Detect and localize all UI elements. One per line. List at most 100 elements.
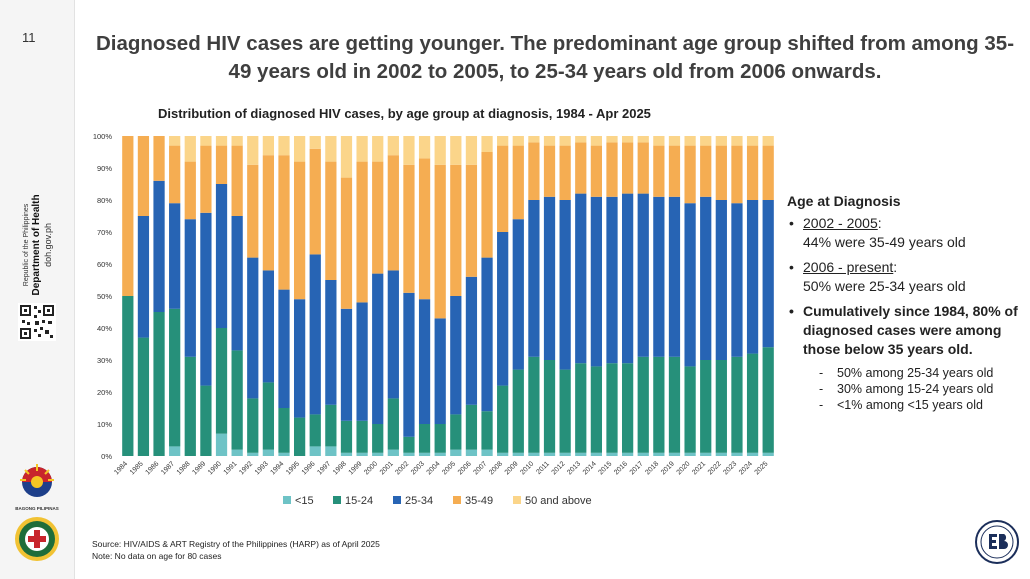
bar-segment <box>762 200 774 348</box>
bar-segment <box>184 161 196 220</box>
annotation-sub-1: -50% among 25-34 years old <box>787 365 1027 381</box>
y-tick-label: 10% <box>97 420 112 429</box>
bar-segment <box>528 356 540 453</box>
bar-segment <box>653 145 665 197</box>
x-tick-label: 2020 <box>676 460 692 476</box>
bar-segment <box>762 452 774 456</box>
epidemiology-bureau-seal-icon <box>975 520 1019 564</box>
bar-segment <box>559 369 571 453</box>
bar-segment <box>215 328 228 434</box>
bar-segment <box>418 299 431 424</box>
bar-segment <box>715 452 727 456</box>
bar-segment <box>465 276 478 405</box>
y-tick-label: 50% <box>97 292 112 301</box>
bar-segment <box>450 414 462 450</box>
x-tick-label: 1995 <box>285 460 301 476</box>
bar-segment <box>325 136 337 162</box>
bar-segment <box>715 360 727 453</box>
dash-mark: - <box>819 382 824 396</box>
bar-segment <box>497 232 509 386</box>
annotation-sub-3: - <1% among <15 years old <box>787 397 1027 413</box>
doh-text: Republic of the Philippines Department o… <box>23 177 53 313</box>
bar-segment <box>356 161 368 303</box>
legend-label: 50 and above <box>525 495 592 507</box>
x-tick-label: 2022 <box>707 460 723 476</box>
bar-segment <box>215 145 228 184</box>
bar-segment <box>403 292 415 437</box>
bar-segment <box>465 136 478 165</box>
x-tick-label: 2005 <box>441 460 457 476</box>
bar-segment <box>684 203 696 367</box>
bar-segment <box>481 257 493 412</box>
x-tick-label: 1991 <box>223 460 239 476</box>
bar-segment <box>450 449 462 456</box>
bullet-mark: • <box>789 303 794 319</box>
bar-segment <box>543 145 556 197</box>
y-tick-label: 70% <box>97 228 112 237</box>
bar-segment <box>746 145 759 200</box>
period-label-2002-2005: 2002 - 2005 <box>803 215 878 231</box>
bar-segment <box>746 200 759 354</box>
dash-mark: - <box>819 398 824 412</box>
bar-segment <box>387 398 399 450</box>
bar-segment <box>559 200 571 370</box>
bar-segment <box>325 446 337 456</box>
bar-segment <box>543 452 556 456</box>
x-tick-label: 1998 <box>332 460 348 476</box>
bar-segment <box>340 420 353 453</box>
qr-code-icon[interactable] <box>18 303 56 341</box>
x-tick-label: 2010 <box>519 460 535 476</box>
x-tick-label: 1985 <box>129 460 145 476</box>
bar-segment <box>731 145 743 204</box>
bar-segment <box>481 152 493 258</box>
bar-segment <box>309 414 321 447</box>
bar-segment <box>137 136 150 216</box>
legend-label: 35-49 <box>465 495 493 507</box>
bar-segment <box>200 136 212 146</box>
bar-segment <box>621 193 634 364</box>
legend-label: 25-34 <box>405 495 433 507</box>
x-tick-label: 1997 <box>316 460 332 476</box>
bar-segment <box>575 193 587 364</box>
x-tick-label: 2016 <box>613 460 629 476</box>
bar-segment <box>262 136 275 156</box>
x-tick-label: 2015 <box>597 460 613 476</box>
annotation-heading: Age at Diagnosis <box>787 193 901 209</box>
y-tick-label: 0% <box>101 452 112 461</box>
x-tick-label: 1989 <box>191 460 207 476</box>
bar-segment <box>418 158 431 300</box>
bar-segment <box>137 337 150 456</box>
bar-segment <box>372 136 384 162</box>
bar-segment <box>575 363 587 453</box>
page-number: 11 <box>22 30 36 45</box>
y-tick-label: 100% <box>93 132 113 141</box>
bar-segment <box>762 136 774 146</box>
bar-segment <box>356 136 368 162</box>
bar-segment <box>590 136 603 146</box>
bar-segment <box>387 449 399 456</box>
x-tick-label: 2018 <box>644 460 660 476</box>
bar-segment <box>590 196 603 367</box>
legend-swatch <box>333 496 341 504</box>
x-tick-label: 1986 <box>144 460 160 476</box>
bar-segment <box>512 136 524 146</box>
org-line-2: Department of Health <box>31 194 43 296</box>
bar-segment <box>387 270 399 399</box>
annotation-sub-2: -30% among 15-24 years old <box>787 381 1027 397</box>
bar-segment <box>668 452 681 456</box>
bar-segment <box>215 136 228 146</box>
y-tick-label: 60% <box>97 260 112 269</box>
bar-segment <box>325 280 337 405</box>
legend-swatch <box>393 496 401 504</box>
bar-segment <box>606 136 618 143</box>
bar-segment <box>606 363 618 453</box>
bar-segment <box>309 254 321 415</box>
legend-label: <15 <box>295 495 314 507</box>
x-tick-label: 1988 <box>176 460 192 476</box>
bar-segment <box>184 219 196 357</box>
legend-swatch <box>453 496 461 504</box>
x-tick-label: 2008 <box>488 460 504 476</box>
bar-segment <box>247 257 259 399</box>
source-note: Source: HIV/AIDS & ART Registry of the P… <box>92 538 380 562</box>
bar-segment <box>434 318 446 424</box>
